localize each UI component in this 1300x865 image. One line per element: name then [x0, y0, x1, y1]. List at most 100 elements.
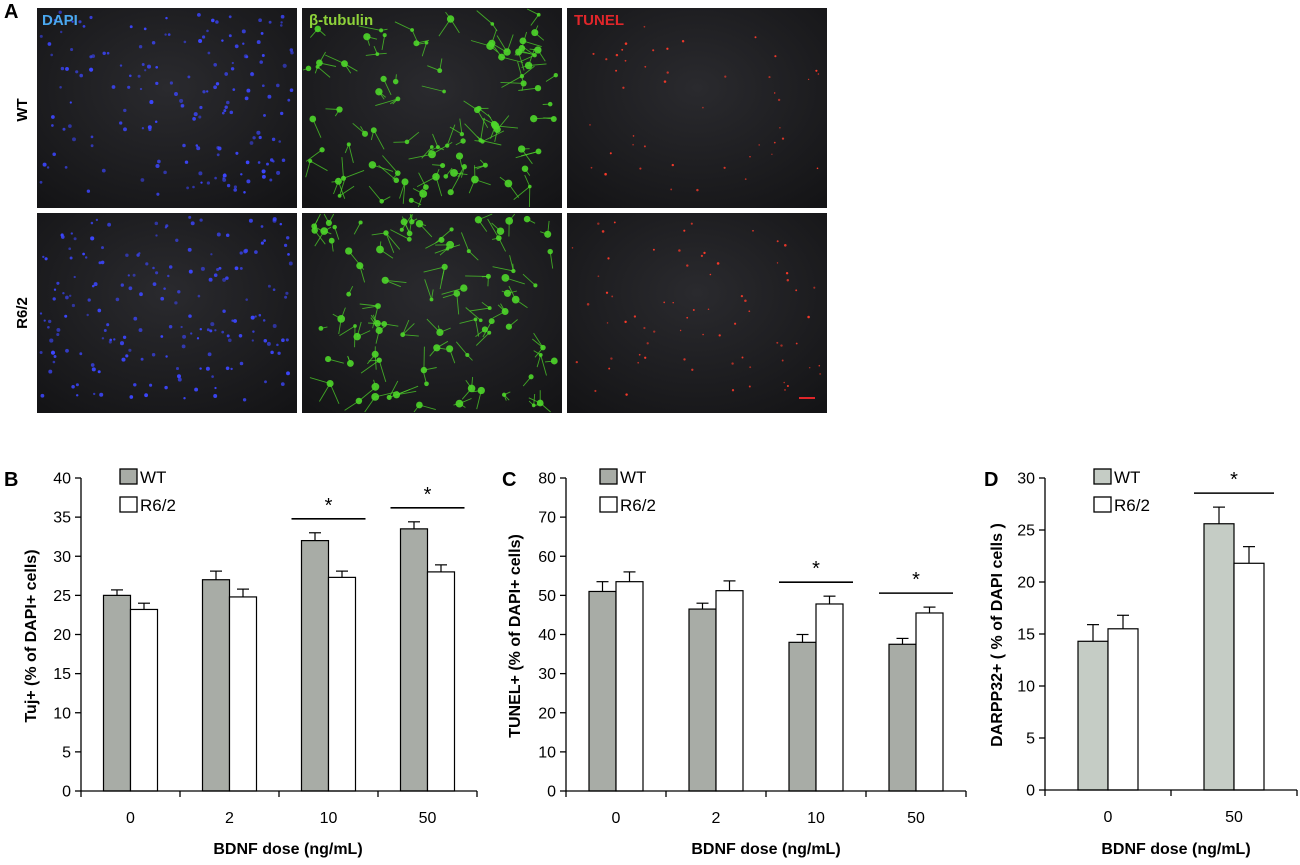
- cell-nucleus: [260, 225, 264, 228]
- neurite: [508, 213, 516, 222]
- neurite: [319, 62, 337, 67]
- cell-nucleus: [186, 186, 190, 190]
- cell-nucleus: [214, 329, 217, 332]
- cell-nucleus: [169, 81, 173, 85]
- cell-nucleus: [155, 234, 158, 237]
- significance-star: *: [812, 558, 820, 580]
- cell-nucleus: [177, 290, 181, 294]
- cell-nucleus: [224, 72, 229, 76]
- neurite: [528, 63, 547, 66]
- neurite: [413, 404, 420, 413]
- cell-nucleus: [216, 153, 220, 157]
- cell-nucleus: [819, 373, 821, 375]
- cell-nucleus: [266, 341, 271, 346]
- bar-wt: [300, 539, 330, 792]
- cell-nucleus: [605, 58, 608, 61]
- neurite: [378, 91, 385, 100]
- cell-nucleus: [262, 319, 266, 322]
- neurite: [530, 14, 540, 26]
- cell-nucleus: [254, 315, 257, 318]
- y-tick-label: 70: [538, 510, 556, 527]
- neurite: [547, 220, 550, 235]
- cell-nucleus: [666, 71, 669, 74]
- cell-nucleus: [59, 86, 62, 89]
- cell-nucleus: [571, 247, 574, 249]
- cell-nucleus: [246, 179, 251, 184]
- cell-nucleus: [597, 275, 600, 278]
- cell-nucleus: [199, 328, 202, 331]
- cell-nucleus: [207, 51, 211, 55]
- cell-nucleus: [287, 253, 290, 256]
- cell-nucleus: [89, 55, 93, 59]
- neurite: [446, 124, 456, 146]
- cell-nucleus: [199, 367, 202, 370]
- legend-swatch-r62: [119, 496, 138, 513]
- neurite: [464, 123, 481, 141]
- legend-label-wt: WT: [140, 468, 166, 487]
- cell-nucleus: [165, 16, 168, 20]
- cell-nucleus: [206, 90, 209, 93]
- chart-b-xlabel: BDNF dose (ng/mL): [213, 841, 362, 858]
- cell-nucleus: [197, 294, 201, 298]
- cell-nucleus: [133, 316, 138, 321]
- bar-wt: [888, 643, 917, 792]
- y-tick-label: 30: [53, 549, 71, 566]
- neurite: [528, 397, 541, 404]
- neurite: [435, 176, 443, 197]
- neurite: [521, 31, 528, 49]
- cell-nucleus: [749, 155, 751, 158]
- neurite: [373, 379, 376, 387]
- neurite: [527, 8, 539, 16]
- cell-nucleus: [690, 222, 693, 225]
- neurite: [425, 239, 442, 249]
- neurite: [463, 100, 478, 111]
- neurite: [456, 293, 460, 315]
- neurite: [401, 216, 411, 234]
- cell-nucleus: [42, 162, 47, 167]
- cell-nucleus: [257, 161, 261, 164]
- neurite: [442, 293, 457, 299]
- neurite: [364, 396, 376, 413]
- cell-nucleus: [228, 34, 232, 38]
- neurite: [358, 387, 376, 402]
- cell-nucleus: [222, 177, 227, 182]
- legend-label-wt: WT: [1114, 468, 1140, 487]
- panel-c-letter: C: [502, 469, 516, 491]
- neurite: [487, 218, 500, 239]
- cell-nucleus: [65, 66, 69, 71]
- neuron-body: [358, 220, 363, 225]
- neurite: [379, 249, 394, 259]
- cell-nucleus: [90, 236, 95, 241]
- cell-nucleus: [151, 40, 156, 45]
- cell-nucleus: [183, 40, 187, 44]
- cell-nucleus: [53, 18, 57, 22]
- neurite: [482, 118, 495, 125]
- cell-nucleus: [51, 124, 54, 127]
- neurite: [436, 347, 446, 350]
- neurite: [470, 40, 491, 47]
- neurite: [501, 56, 524, 63]
- cell-nucleus: [681, 39, 685, 43]
- neurite: [543, 117, 554, 120]
- cell-nucleus: [251, 339, 254, 342]
- cell-nucleus: [40, 393, 45, 398]
- cell-nucleus: [128, 348, 132, 352]
- bar-r62: [1233, 562, 1265, 791]
- cell-nucleus: [156, 192, 160, 196]
- neurite: [305, 149, 323, 162]
- neurite: [323, 226, 332, 232]
- cell-nucleus: [239, 361, 244, 366]
- cell-nucleus: [101, 246, 104, 250]
- micrograph-r62-tubulin: [302, 213, 562, 413]
- cell-nucleus: [225, 233, 230, 238]
- cell-nucleus: [125, 253, 129, 257]
- neurite: [478, 213, 493, 221]
- cell-nucleus: [106, 51, 110, 55]
- cell-nucleus: [82, 25, 86, 28]
- cell-nucleus: [683, 229, 686, 232]
- cell-nucleus: [686, 316, 689, 319]
- cell-nucleus: [213, 394, 218, 398]
- neurite: [339, 185, 355, 197]
- cell-nucleus: [671, 163, 674, 167]
- cell-nucleus: [196, 337, 200, 340]
